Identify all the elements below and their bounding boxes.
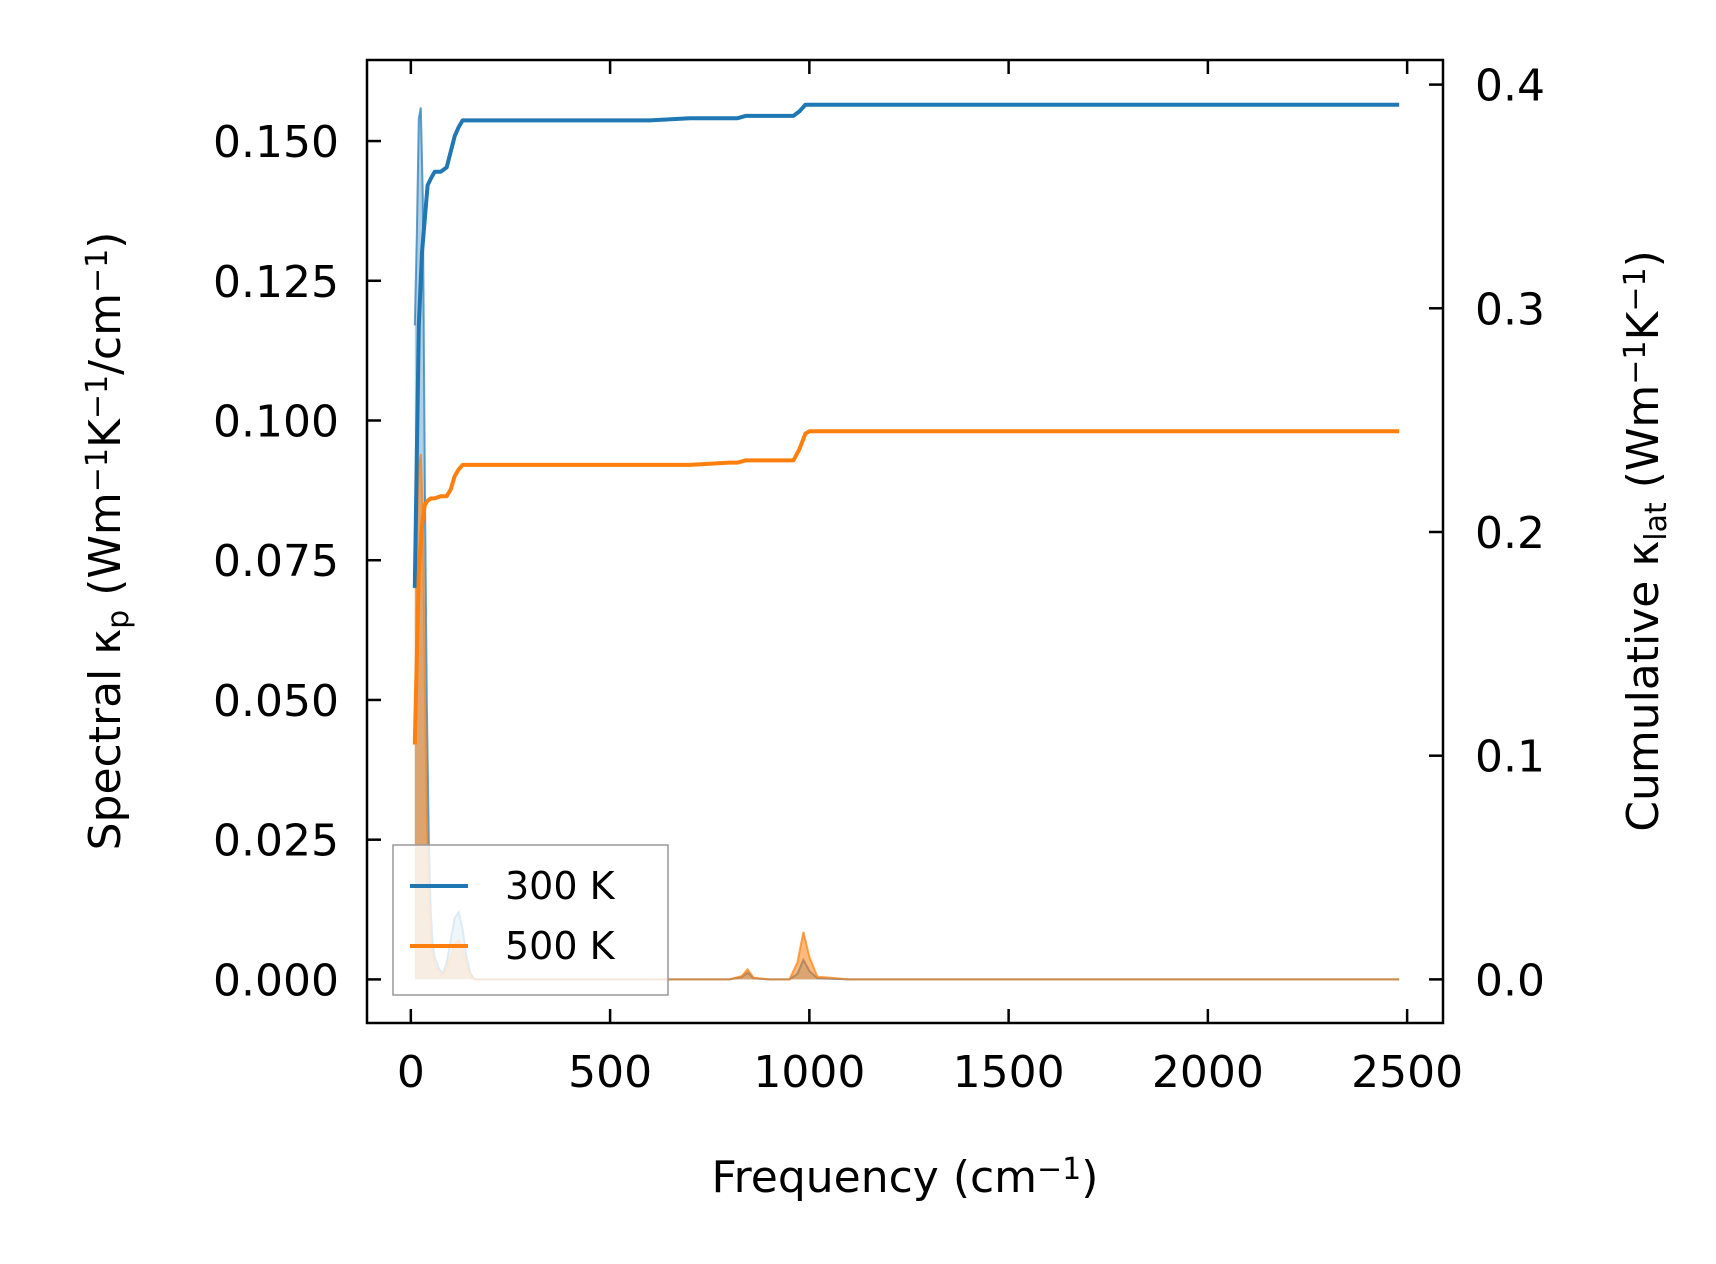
y-axis-left-label: Spectral κp (Wm−1K−1/cm−1) (80, 232, 136, 851)
x-tick-label: 1500 (953, 1047, 1065, 1098)
y-left-tick-label: 0.125 (213, 257, 339, 308)
y-left-tick-label: 0.025 (213, 816, 339, 867)
x-tick-label: 2000 (1152, 1047, 1264, 1098)
cumulative-line-500k (412, 429, 1400, 745)
y-axis-left: 0.000 0.025 0.050 0.075 0.100 0.125 0.150 (213, 117, 381, 1006)
x-tick-label: 500 (568, 1047, 652, 1098)
y-right-tick-label: 0.0 (1475, 955, 1545, 1006)
x-tick-label: 2500 (1351, 1047, 1463, 1098)
y-right-tick-label: 0.4 (1475, 61, 1545, 112)
y-left-tick-label: 0.000 (213, 955, 339, 1006)
y-axis-right-label: Cumulative κlat (Wm−1K−1) (1618, 250, 1674, 832)
x-tick-label: 0 (397, 1047, 425, 1098)
y-right-tick-label: 0.1 (1475, 732, 1545, 783)
y-left-tick-label: 0.150 (213, 117, 339, 168)
x-axis: 0 500 1000 1500 2000 2500 (397, 60, 1463, 1098)
y-left-tick-label: 0.100 (213, 396, 339, 447)
legend-box (392, 844, 669, 996)
cumulative-line-300k (412, 102, 1400, 588)
y-right-tick-label: 0.3 (1475, 284, 1545, 335)
axes-frame (365, 58, 1445, 1025)
y-right-tick-label: 0.2 (1475, 508, 1545, 559)
legend-label-300k: 300 K (505, 864, 616, 908)
y-axis-right: 0.0 0.1 0.2 0.3 0.4 (1429, 61, 1545, 1006)
legend-label-500k: 500 K (505, 924, 616, 968)
x-tick-label: 1000 (753, 1047, 865, 1098)
y-left-tick-label: 0.075 (213, 536, 339, 587)
legend: 300 K 500 K (392, 844, 669, 996)
x-axis-label: Frequency (cm−1) (712, 1152, 1099, 1204)
y-left-tick-label: 0.050 (213, 676, 339, 727)
